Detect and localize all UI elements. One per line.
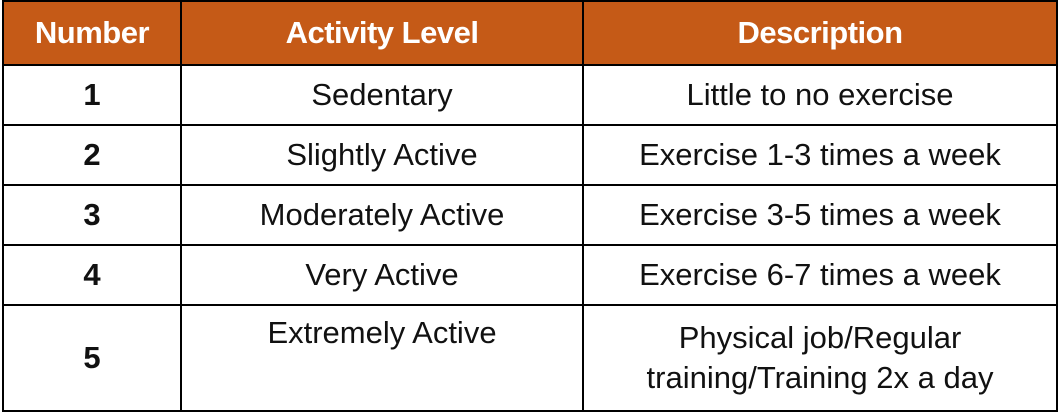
table-row: 3 Moderately Active Exercise 3-5 times a… [2, 184, 1058, 246]
row-description-line-2: training/Training 2x a day [646, 360, 994, 395]
row-activity-level: Extremely Active [180, 304, 584, 412]
table-header-row: Number Activity Level Description [2, 0, 1058, 66]
table-row: 5 Extremely Active Physical job/Regular … [2, 304, 1058, 412]
header-description: Description [582, 0, 1058, 66]
row-description-line-1: Physical job/Regular [678, 319, 962, 355]
row-description: Exercise 6-7 times a week [582, 244, 1058, 306]
row-activity-level: Sedentary [180, 64, 584, 126]
row-description: Exercise 1-3 times a week [582, 124, 1058, 186]
header-number: Number [2, 0, 182, 66]
row-activity-level: Slightly Active [180, 124, 584, 186]
header-activity-level: Activity Level [180, 0, 584, 66]
row-description: Physical job/Regular training/Training 2… [582, 304, 1058, 412]
table-row: 2 Slightly Active Exercise 1-3 times a w… [2, 124, 1058, 186]
row-number: 2 [2, 124, 182, 186]
row-number: 5 [2, 304, 182, 412]
row-description: Exercise 3-5 times a week [582, 184, 1058, 246]
row-number: 1 [2, 64, 182, 126]
row-number: 3 [2, 184, 182, 246]
row-activity-level: Moderately Active [180, 184, 584, 246]
row-activity-level: Very Active [180, 244, 584, 306]
table-row: 4 Very Active Exercise 6-7 times a week [2, 244, 1058, 306]
table-row: 1 Sedentary Little to no exercise [2, 64, 1058, 126]
row-number: 4 [2, 244, 182, 306]
row-description: Little to no exercise [582, 64, 1058, 126]
